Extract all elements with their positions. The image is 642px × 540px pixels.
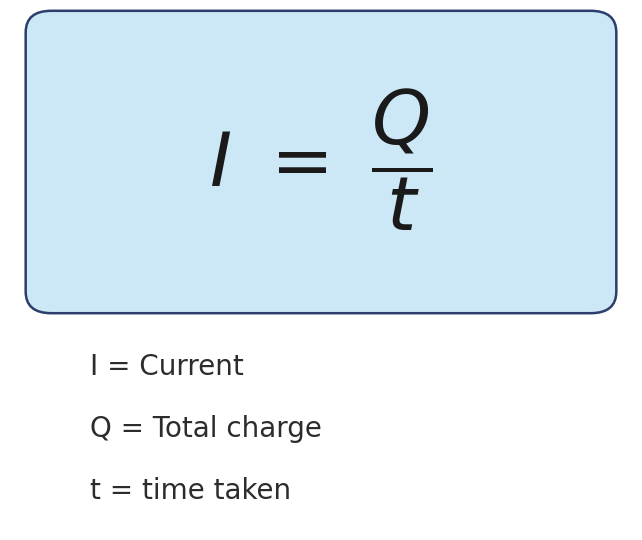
Text: I = Current: I = Current — [90, 353, 243, 381]
FancyBboxPatch shape — [26, 11, 616, 313]
Text: t = time taken: t = time taken — [90, 477, 291, 505]
Text: $\mathit{I}\ =\ \dfrac{\mathit{Q}}{\mathit{t}}$: $\mathit{I}\ =\ \dfrac{\mathit{Q}}{\math… — [209, 86, 433, 233]
Text: Q = Total charge: Q = Total charge — [90, 415, 322, 443]
